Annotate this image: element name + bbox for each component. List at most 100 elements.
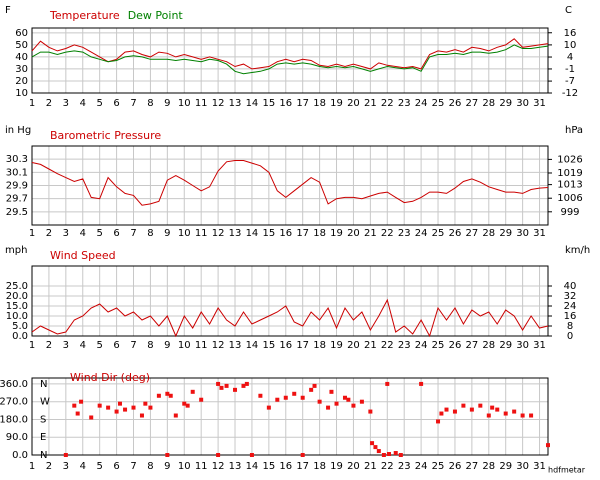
data-point: [329, 389, 334, 394]
x-tick-label: 20: [347, 98, 360, 109]
y-axis-unit: in Hg: [5, 125, 31, 136]
x-tick-label: 14: [246, 228, 259, 239]
x-tick-label: 17: [296, 340, 309, 351]
x-tick-label: 22: [381, 228, 394, 239]
x-tick-label: 13: [229, 98, 242, 109]
x-tick-label: 6: [113, 340, 119, 351]
y-tick-label: 270.0: [0, 397, 28, 408]
x-tick-label: 6: [113, 98, 119, 109]
y-tick-label: 10: [15, 88, 28, 99]
data-point: [478, 403, 483, 408]
y2-tick-label: 32: [564, 291, 577, 302]
data-point: [72, 403, 77, 408]
x-tick-label: 18: [313, 340, 326, 351]
plot-area: [32, 378, 548, 455]
data-point: [359, 399, 364, 404]
x-tick-label: 14: [246, 340, 259, 351]
x-tick-label: 29: [499, 340, 512, 351]
y2-tick-label: 16: [564, 311, 577, 322]
data-point: [143, 401, 148, 406]
data-point: [148, 405, 153, 410]
y2-tick-label: 40: [564, 281, 577, 292]
y-tick-label: 10.0: [6, 311, 28, 322]
x-tick-label: 15: [262, 340, 275, 351]
x-tick-label: 19: [330, 461, 343, 472]
x-tick-label: 11: [195, 461, 208, 472]
data-point: [241, 383, 246, 388]
x-tick-label: 17: [296, 228, 309, 239]
chart-title: Barometric Pressure: [50, 129, 161, 142]
x-tick-label: 28: [482, 228, 495, 239]
plot-frame: [31, 27, 549, 94]
x-tick-label: 28: [482, 461, 495, 472]
x-tick-label: 4: [80, 461, 86, 472]
data-point: [185, 403, 190, 408]
x-tick-label: 9: [164, 228, 170, 239]
x-tick-label: 2: [46, 340, 52, 351]
x-tick-label: 7: [130, 228, 136, 239]
y-tick-label: 0.0: [12, 331, 28, 342]
compass-label: N: [40, 379, 47, 390]
x-tick-label: 10: [178, 98, 191, 109]
data-point: [436, 419, 441, 424]
x-tick-label: 7: [130, 340, 136, 351]
x-tick-label: 23: [398, 461, 411, 472]
data-point: [300, 453, 305, 457]
y-tick-label: 20: [15, 76, 28, 87]
data-point: [398, 453, 403, 457]
y2-axis-unit: hPa: [565, 125, 583, 136]
data-point: [199, 397, 204, 402]
data-point: [346, 397, 351, 402]
data-point: [309, 387, 314, 392]
x-tick-label: 30: [516, 340, 529, 351]
x-tick-label: 4: [80, 98, 86, 109]
y-tick-label: 29.7: [6, 194, 28, 205]
x-tick-label: 24: [415, 98, 428, 109]
x-tick-label: 16: [279, 98, 292, 109]
x-tick-label: 15: [262, 461, 275, 472]
x-tick-label: 30: [516, 461, 529, 472]
data-point: [373, 445, 378, 450]
x-tick-label: 8: [147, 98, 153, 109]
y2-axis-unit: C: [565, 5, 572, 16]
y2-tick-label: -12: [562, 88, 578, 99]
data-point: [376, 449, 381, 454]
data-point: [233, 387, 238, 392]
x-tick-label: 14: [246, 98, 259, 109]
x-tick-label: 23: [398, 228, 411, 239]
x-tick-label: 31: [533, 98, 546, 109]
y2-tick-label: 1026: [557, 154, 582, 165]
x-tick-label: 2: [46, 461, 52, 472]
y2-tick-label: 4: [567, 52, 573, 63]
x-tick-label: 26: [449, 340, 462, 351]
plot-frame: [31, 377, 549, 456]
data-point: [439, 411, 444, 416]
y2-tick-label: -1: [565, 64, 575, 75]
x-tick-label: 5: [96, 461, 102, 472]
data-point: [520, 413, 525, 418]
x-tick-label: 6: [113, 461, 119, 472]
x-tick-label: 24: [415, 228, 428, 239]
x-tick-label: 10: [178, 461, 191, 472]
data-point: [292, 391, 297, 396]
x-tick-label: 1: [29, 461, 35, 472]
data-point: [106, 405, 111, 410]
data-point: [156, 393, 161, 398]
y-tick-label: 15.0: [6, 301, 28, 312]
y-tick-label: 50: [15, 40, 28, 51]
x-tick-label: 11: [195, 98, 208, 109]
y-tick-label: 30.3: [6, 154, 28, 165]
data-point: [386, 452, 391, 457]
x-tick-label: 30: [516, 228, 529, 239]
x-tick-label: 16: [279, 340, 292, 351]
legend-entry: Temperature: [49, 9, 120, 22]
x-tick-label: 27: [466, 340, 479, 351]
data-point: [114, 409, 119, 414]
x-tick-label: 7: [130, 98, 136, 109]
x-tick-label: 17: [296, 461, 309, 472]
data-point: [469, 407, 474, 412]
data-point: [123, 407, 128, 412]
data-line: [31, 38, 549, 70]
x-tick-label: 19: [330, 98, 343, 109]
